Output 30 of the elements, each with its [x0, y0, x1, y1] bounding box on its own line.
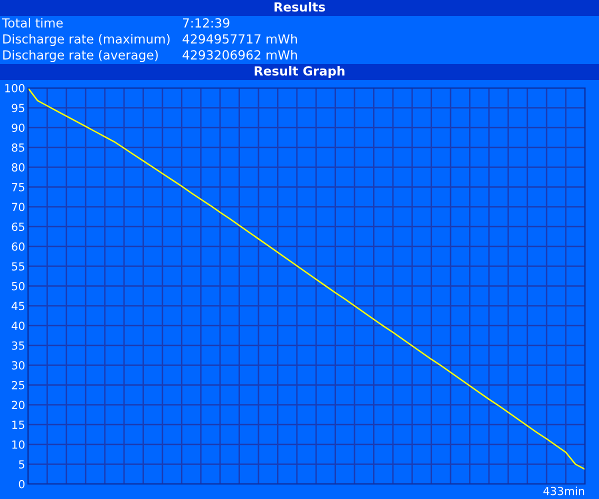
text: 433min — [543, 486, 584, 496]
y-tick-label: 85 — [12, 143, 24, 152]
y-tick-label: 80 — [12, 163, 24, 172]
y-tick-label: 50 — [12, 282, 24, 290]
y-tick-label: 25 — [12, 380, 24, 390]
text: 4294957717 mWh — [182, 34, 297, 44]
y-tick-label: 65 — [12, 222, 24, 231]
y-tick-label: 95 — [12, 104, 24, 112]
y-tick-label: 60 — [12, 242, 24, 251]
text: 4293206962 mWh — [182, 50, 297, 60]
y-tick-label: 5 — [19, 460, 24, 469]
y-tick-label: 45 — [12, 302, 24, 310]
y-tick-label: 55 — [12, 262, 24, 271]
chart-subtitle: Result Graph — [254, 66, 344, 78]
text: Total time — [2, 18, 63, 28]
chart-title: Results — [274, 2, 325, 12]
y-tick-label: 75 — [12, 183, 24, 192]
y-tick-label: 30 — [12, 361, 24, 370]
y-tick-label: 40 — [12, 322, 24, 330]
y-tick-label: 15 — [12, 420, 24, 429]
y-tick-label: 10 — [12, 440, 24, 449]
text: 7:12:39 — [183, 18, 230, 28]
y-tick-label: 20 — [12, 400, 24, 410]
y-tick-label: 100 — [5, 84, 24, 92]
y-tick-label: 0 — [18, 480, 24, 488]
y-tick-label: 35 — [12, 341, 24, 350]
y-tick-label: 90 — [12, 124, 24, 132]
text: Discharge rate (average) — [3, 50, 158, 62]
text: Discharge rate (maximum) — [3, 34, 170, 46]
y-tick-label: 70 — [12, 202, 24, 212]
